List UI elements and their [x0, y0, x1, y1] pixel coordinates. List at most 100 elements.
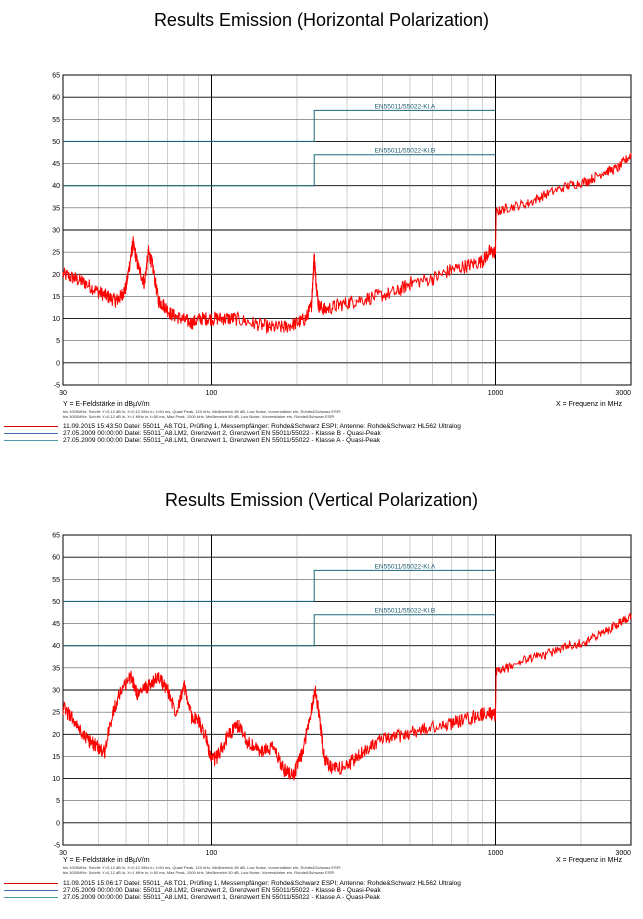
y-tick-label: 25 [52, 250, 60, 257]
data-point [283, 326, 285, 328]
y-tick-label: 30 [52, 688, 60, 695]
data-point [115, 300, 117, 302]
y-tick-label: 60 [52, 95, 60, 102]
legend-swatch-limit-b [4, 433, 58, 434]
y-tick-label: 50 [52, 599, 60, 606]
x-tick-label: 100 [206, 390, 218, 397]
y-tick-label: 20 [52, 272, 60, 279]
x-tick-label: 1000 [488, 850, 504, 857]
chart-title-horizontal: Results Emission (Horizontal Polarizatio… [153, 10, 490, 30]
settings-line-1: bis 1000MHz: Schritt: Y=0,12 dB ln, X=0,… [63, 409, 341, 414]
y-tick-label: 65 [52, 533, 60, 540]
measurement-settings-horizontal: bis 1000MHz: Schritt: Y=0,12 dB ln, X=0,… [63, 409, 341, 419]
data-point [175, 711, 177, 713]
data-point [421, 729, 423, 731]
data-point [586, 640, 588, 642]
data-point [372, 742, 374, 744]
legend-row-measurement: 11.09.2015 15:43:50 Datei: 55011_A8.TO1,… [0, 423, 643, 430]
data-point [210, 760, 213, 762]
settings-line-1: bis 1000MHz: Schritt: Y=0,12 dB ln, X=0,… [63, 865, 341, 870]
data-point [183, 685, 185, 687]
data-point [495, 671, 497, 673]
data-point [125, 287, 127, 289]
data-point [387, 738, 390, 740]
data-point [147, 685, 150, 687]
data-point [130, 676, 132, 678]
data-point [527, 658, 529, 660]
data-point [260, 751, 263, 753]
data-point [467, 264, 469, 266]
data-point [494, 251, 497, 253]
y-tick-label: 65 [52, 73, 60, 80]
data-point [396, 291, 398, 293]
data-point [97, 291, 100, 293]
data-point [495, 211, 497, 213]
data-point [375, 295, 377, 297]
limit-label: EN55011/55022-Kl.A [375, 103, 436, 110]
data-point [404, 733, 406, 735]
data-point [106, 295, 108, 297]
data-point [602, 171, 605, 173]
data-point [143, 282, 145, 284]
data-point [238, 724, 240, 727]
data-point [302, 751, 304, 753]
data-point [323, 309, 326, 311]
data-point [62, 707, 64, 709]
data-point [132, 242, 134, 244]
x-tick-label: 1000 [488, 390, 504, 397]
y-tick-label: -5 [54, 383, 60, 390]
data-point [157, 676, 159, 678]
y-tick-label: 40 [52, 643, 60, 650]
data-point [91, 742, 93, 744]
y-tick-label: 5 [56, 338, 60, 345]
data-point [488, 251, 490, 253]
y-tick-label: -5 [54, 843, 60, 850]
data-point [272, 747, 274, 749]
y-tick-label: 0 [56, 820, 60, 827]
y-tick-label: 35 [52, 205, 60, 212]
data-point [323, 760, 326, 762]
data-point [163, 304, 165, 306]
y-tick-label: 15 [52, 754, 60, 761]
legend-text-limit-b: 27.05.2009 00:00:00 Datei: 55011_A8.LM2,… [63, 430, 381, 437]
data-point [602, 631, 605, 634]
data-point [544, 194, 547, 196]
y-tick-label: 35 [52, 665, 60, 672]
y-tick-label: 25 [52, 710, 60, 717]
x-axis-label-vertical: X = Frequenz in MHz [556, 857, 622, 864]
y-axis-label-vertical: Y = E-Feldstärke in dBµV/m [63, 857, 150, 864]
data-point [74, 278, 76, 280]
y-tick-label: 55 [52, 117, 60, 124]
y-tick-label: 50 [52, 139, 60, 146]
limit-line [63, 614, 496, 647]
data-point [527, 202, 529, 204]
data-point [617, 167, 619, 169]
data-point [112, 711, 114, 713]
limit-label: EN55011/55022-Kl.B [375, 148, 436, 155]
data-point [481, 260, 484, 262]
y-tick-label: 45 [52, 621, 60, 628]
x-tick-label: 30 [59, 850, 67, 857]
data-point [197, 720, 200, 722]
x-tick-label: 3000 [615, 390, 631, 397]
data-point [81, 733, 83, 735]
x-axis-label-horizontal: X = Frequenz in MHz [556, 401, 622, 408]
data-point [450, 269, 453, 271]
data-point [310, 304, 313, 306]
data-point [283, 769, 285, 771]
data-point [228, 733, 230, 735]
data-point [459, 720, 461, 722]
legend-text-measurement: 11.09.2015 15:43:50 Datei: 55011_A8.TO1,… [63, 423, 461, 430]
data-point [151, 264, 154, 266]
measurement-settings-vertical: bis 1000MHz: Schritt: Y=0,12 dB ln, X=0,… [63, 865, 341, 875]
data-point [252, 322, 254, 324]
chart-title-vertical: Results Emission (Vertical Polarization) [164, 490, 479, 510]
settings-line-2: bis 3000MHz: Schritt: Y=0,12 dB ln, X=1 … [63, 870, 335, 875]
data-point [310, 707, 313, 709]
data-point [190, 716, 193, 718]
legend-row-limit-a: 27.05.2009 00:00:00 Datei: 55011_A8.LM1,… [0, 894, 643, 901]
y-axis-label-horizontal: Y = E-Feldstärke in dBµV/m [63, 401, 150, 408]
data-point [354, 300, 356, 302]
plot-frame [62, 74, 632, 386]
